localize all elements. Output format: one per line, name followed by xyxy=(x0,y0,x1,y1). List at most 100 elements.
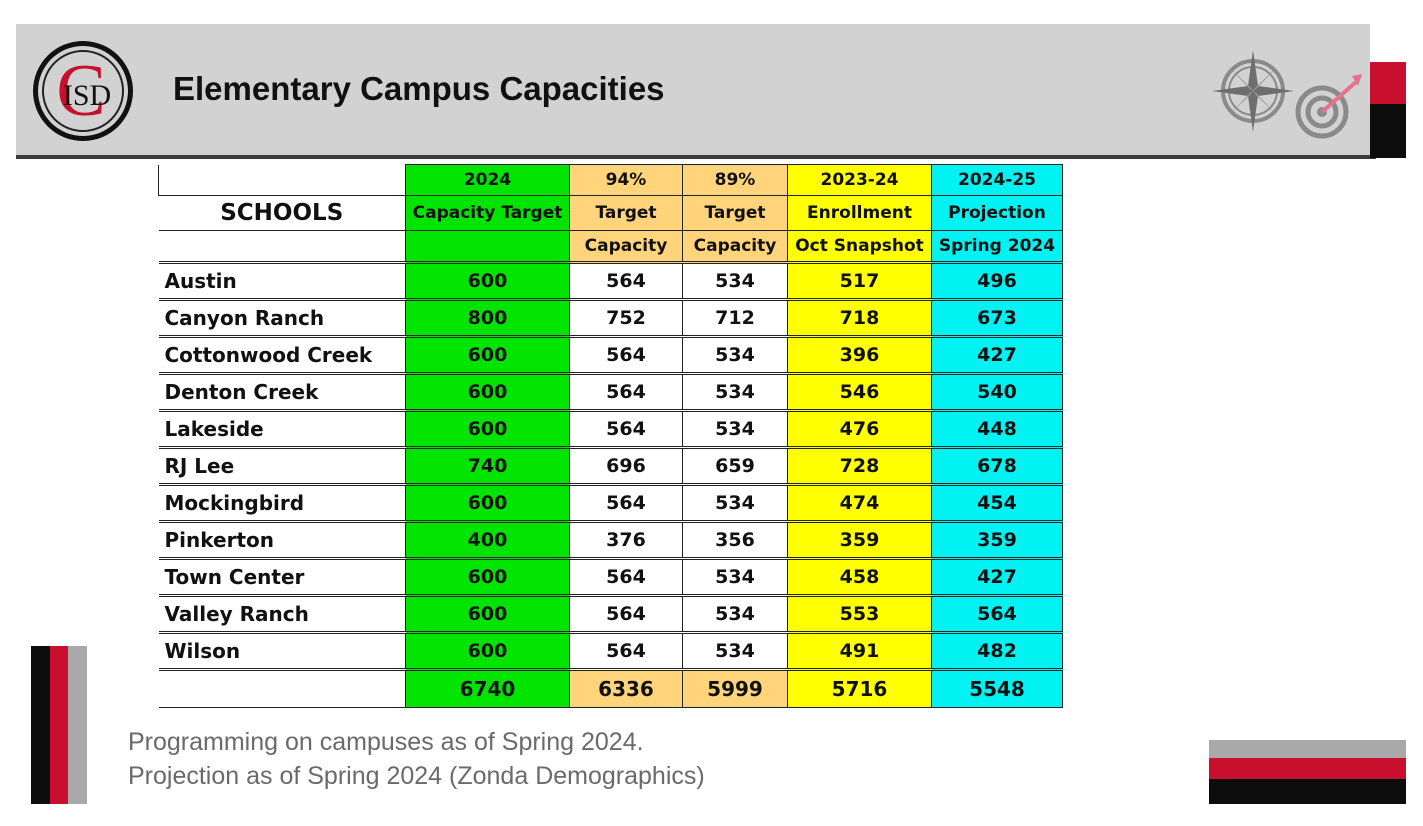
table-row: Wilson 600 564 534 491 482 xyxy=(159,633,1063,670)
projection-cell: 496 xyxy=(932,263,1063,300)
total-capacity-target: 6740 xyxy=(406,670,570,708)
capacity-target-cell: 600 xyxy=(406,633,570,670)
target-94-cell: 696 xyxy=(570,448,683,485)
table-row: Lakeside 600 564 534 476 448 xyxy=(159,411,1063,448)
enrollment-cell: 396 xyxy=(788,337,932,374)
logo-text: ISD xyxy=(63,79,111,112)
target-94-cell: 564 xyxy=(570,596,683,633)
header-divider xyxy=(16,155,1376,159)
target-94-cell: 564 xyxy=(570,411,683,448)
header-row-sub: Capacity Capacity Oct Snapshot Spring 20… xyxy=(159,231,1063,263)
target-89-cell: 534 xyxy=(683,485,788,522)
school-name: Cottonwood Creek xyxy=(159,337,406,374)
col-header-line1: 2024 xyxy=(406,165,570,196)
enrollment-cell: 476 xyxy=(788,411,932,448)
col-header-line2: Enrollment xyxy=(788,196,932,231)
projection-cell: 540 xyxy=(932,374,1063,411)
target-89-cell: 659 xyxy=(683,448,788,485)
page-title: Elementary Campus Capacities xyxy=(173,70,665,108)
projection-cell: 678 xyxy=(932,448,1063,485)
col-header-line1: 89% xyxy=(683,165,788,196)
enrollment-cell: 546 xyxy=(788,374,932,411)
header-row-years: 2024 94% 89% 2023-24 2024-25 xyxy=(159,165,1063,196)
enrollment-cell: 517 xyxy=(788,263,932,300)
totals-row: 6740 6336 5999 5716 5548 xyxy=(159,670,1063,708)
header-row-names: SCHOOLS Capacity Target Target Target En… xyxy=(159,196,1063,231)
table-row: Town Center 600 564 534 458 427 xyxy=(159,559,1063,596)
table-row: Denton Creek 600 564 534 546 540 xyxy=(159,374,1063,411)
projection-cell: 448 xyxy=(932,411,1063,448)
table-row: Cottonwood Creek 600 564 534 396 427 xyxy=(159,337,1063,374)
col-header-line3 xyxy=(406,231,570,263)
decor-bar-red xyxy=(50,646,68,804)
capacity-target-cell: 600 xyxy=(406,337,570,374)
decor-bar-black xyxy=(31,646,50,804)
target-94-cell: 564 xyxy=(570,337,683,374)
col-header-line3: Capacity xyxy=(683,231,788,263)
decor-stripe-black xyxy=(1209,779,1406,804)
cisd-logo: C ISD xyxy=(31,39,135,143)
target-89-cell: 534 xyxy=(683,337,788,374)
projection-cell: 427 xyxy=(932,559,1063,596)
capacity-target-cell: 740 xyxy=(406,448,570,485)
target-94-cell: 564 xyxy=(570,559,683,596)
total-enrollment: 5716 xyxy=(788,670,932,708)
enrollment-cell: 458 xyxy=(788,559,932,596)
col-header-line2: Target xyxy=(683,196,788,231)
decor-bar-grey xyxy=(68,646,87,804)
decor-stripe-grey xyxy=(1209,740,1406,758)
col-header-line1: 2024-25 xyxy=(932,165,1063,196)
school-name: Mockingbird xyxy=(159,485,406,522)
projection-cell: 359 xyxy=(932,522,1063,559)
target-89-cell: 534 xyxy=(683,633,788,670)
table-row: Austin 600 564 534 517 496 xyxy=(159,263,1063,300)
total-projection: 5548 xyxy=(932,670,1063,708)
capacity-target-cell: 600 xyxy=(406,263,570,300)
enrollment-cell: 491 xyxy=(788,633,932,670)
target-89-cell: 534 xyxy=(683,263,788,300)
target-89-cell: 534 xyxy=(683,411,788,448)
school-name: Austin xyxy=(159,263,406,300)
capacity-target-cell: 800 xyxy=(406,300,570,337)
target-icon xyxy=(1292,70,1364,142)
decor-black-block xyxy=(1370,104,1406,158)
table-row: Pinkerton 400 376 356 359 359 xyxy=(159,522,1063,559)
target-94-cell: 752 xyxy=(570,300,683,337)
target-94-cell: 376 xyxy=(570,522,683,559)
footnote-programming: Programming on campuses as of Spring 202… xyxy=(128,728,644,757)
col-header-line2: Capacity Target xyxy=(406,196,570,231)
school-name: Town Center xyxy=(159,559,406,596)
totals-label-blank xyxy=(159,670,406,708)
school-name: Denton Creek xyxy=(159,374,406,411)
col-header-line3: Oct Snapshot xyxy=(788,231,932,263)
total-target-94: 6336 xyxy=(570,670,683,708)
school-name: RJ Lee xyxy=(159,448,406,485)
target-94-cell: 564 xyxy=(570,263,683,300)
table-row: Canyon Ranch 800 752 712 718 673 xyxy=(159,300,1063,337)
target-89-cell: 712 xyxy=(683,300,788,337)
enrollment-cell: 718 xyxy=(788,300,932,337)
capacity-target-cell: 400 xyxy=(406,522,570,559)
decor-stripe-red xyxy=(1209,758,1406,779)
school-name: Valley Ranch xyxy=(159,596,406,633)
total-target-89: 5999 xyxy=(683,670,788,708)
capacity-target-cell: 600 xyxy=(406,374,570,411)
enrollment-cell: 728 xyxy=(788,448,932,485)
decor-red-block xyxy=(1370,62,1406,104)
schools-header-blank xyxy=(159,231,406,263)
table-row: Valley Ranch 600 564 534 553 564 xyxy=(159,596,1063,633)
enrollment-cell: 359 xyxy=(788,522,932,559)
target-94-cell: 564 xyxy=(570,633,683,670)
table-row: Mockingbird 600 564 534 474 454 xyxy=(159,485,1063,522)
school-name: Lakeside xyxy=(159,411,406,448)
col-header-line1: 2023-24 xyxy=(788,165,932,196)
target-89-cell: 356 xyxy=(683,522,788,559)
projection-cell: 482 xyxy=(932,633,1063,670)
school-name: Wilson xyxy=(159,633,406,670)
table-row: RJ Lee 740 696 659 728 678 xyxy=(159,448,1063,485)
col-header-line2: Projection xyxy=(932,196,1063,231)
projection-cell: 564 xyxy=(932,596,1063,633)
capacity-target-cell: 600 xyxy=(406,559,570,596)
school-name: Pinkerton xyxy=(159,522,406,559)
footnote-projection: Projection as of Spring 2024 (Zonda Demo… xyxy=(128,762,705,791)
